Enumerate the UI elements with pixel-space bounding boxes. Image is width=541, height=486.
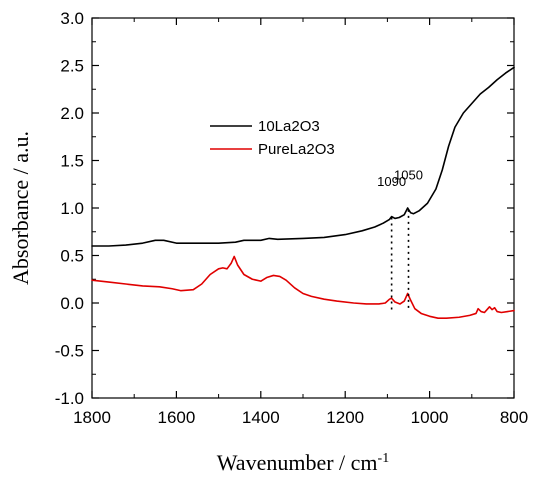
- legend: 10La2O3 PureLa2O3: [210, 118, 335, 158]
- x-axis-title: Wavenumber / cm-1: [217, 450, 389, 475]
- x-axis-tick-labels: 1800 1600 1400 1200 1000 800: [73, 408, 528, 427]
- x-tick-label: 1600: [157, 408, 195, 427]
- y-tick-label: 2.5: [60, 57, 84, 76]
- plot-frame: [91, 17, 515, 399]
- x-tick-label: 1800: [73, 408, 111, 427]
- series-line-reference: [91, 255, 515, 319]
- x-tick-label: 1400: [242, 408, 280, 427]
- y-axis-tick-labels: -1.0 -0.5 0.0 0.5 1.0 1.5 2.0 2.5 3.0: [55, 9, 84, 408]
- y-axis-ticks: [92, 17, 514, 399]
- plot-area-border: [91, 17, 515, 399]
- y-axis-title: Absorbance / a.u.: [8, 131, 33, 285]
- y-tick-label: 0.5: [60, 247, 84, 266]
- legend-label: 10La2O3: [258, 118, 320, 135]
- x-axis-ticks: [91, 18, 515, 398]
- peak-label: 1090: [377, 174, 406, 189]
- peak-label: 1050: [394, 168, 423, 183]
- y-tick-label: -1.0: [55, 389, 84, 408]
- x-tick-label: 1200: [326, 408, 364, 427]
- x-tick-label: 800: [500, 408, 528, 427]
- x-tick-label: 1000: [411, 408, 449, 427]
- y-tick-label: 0.0: [60, 294, 84, 313]
- y-tick-label: -0.5: [55, 342, 84, 361]
- y-tick-label: 3.0: [60, 9, 84, 28]
- series-line-sample: [91, 66, 515, 247]
- series-layer: [91, 66, 515, 319]
- y-tick-label: 1.0: [60, 199, 84, 218]
- y-tick-label: 1.5: [60, 152, 84, 171]
- x-axis-title-superscript: -1: [378, 451, 390, 466]
- legend-label: PureLa2O3: [258, 141, 335, 158]
- y-tick-label: 2.0: [60, 104, 84, 123]
